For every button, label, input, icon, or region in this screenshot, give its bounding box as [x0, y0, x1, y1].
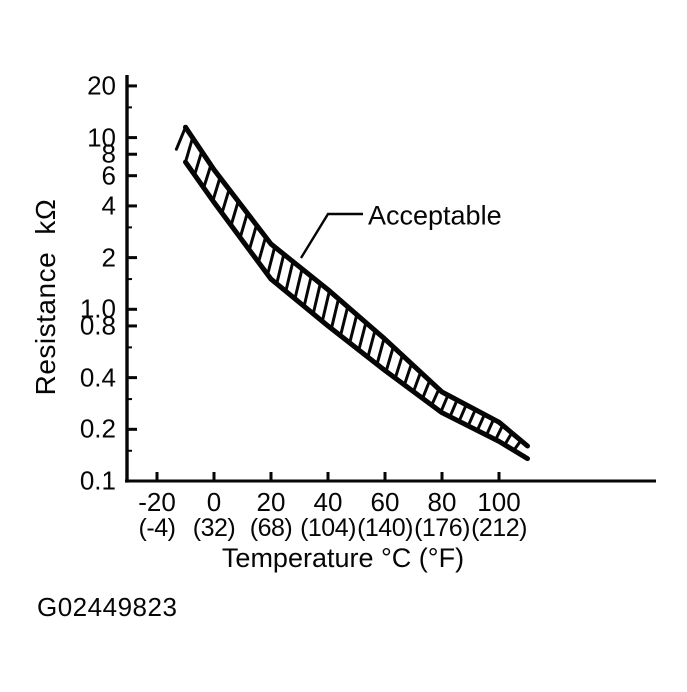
x-tick-label-celsius: -20 [138, 487, 176, 517]
x-tick-label-fahrenheit: (-4) [138, 514, 176, 542]
y-tick-label: 10 [87, 122, 116, 153]
x-tick-label-celsius: 0 [206, 487, 222, 517]
x-tick-label-celsius: 100 [477, 487, 521, 517]
y-axis-ticks [127, 84, 137, 483]
y-tick-label: 0.8 [79, 310, 116, 341]
x-axis-title: Temperature °C (°F) [221, 543, 465, 573]
y-tick-label: 8 [101, 138, 116, 169]
y-tick-label: 4 [101, 190, 116, 221]
y-tick-label: 1.0 [79, 293, 116, 324]
y-tick-label: 20 [87, 70, 116, 101]
y-axis-title: Resistance kΩ [30, 198, 61, 396]
y-tick-label: 2 [101, 242, 116, 273]
band-lower-curve [183, 159, 530, 462]
acceptable-band [183, 124, 530, 462]
band-hatching [174, 125, 523, 452]
annotation-leader-line [299, 212, 363, 259]
x-tick-label-fahrenheit: (104) [300, 514, 356, 542]
y-tick-label: 6 [101, 160, 116, 191]
y-tick-label: 0.1 [79, 465, 116, 496]
acceptable-annotation-label: Acceptable [368, 200, 502, 231]
x-tick-label-fahrenheit: (32) [192, 514, 236, 542]
y-tick-label: 0.2 [79, 413, 116, 444]
x-tick-label-celsius: 80 [427, 487, 457, 517]
x-tick-label-celsius: 40 [313, 487, 343, 517]
x-tick-label-fahrenheit: (68) [249, 514, 293, 542]
x-tick-label-celsius: 60 [370, 487, 400, 517]
x-tick-label-fahrenheit: (140) [357, 514, 413, 542]
x-axis-ticks [155, 472, 501, 481]
band-upper-curve [183, 124, 530, 449]
x-tick-label-fahrenheit: (176) [414, 514, 470, 542]
figure-code: G02449823 [37, 592, 178, 622]
y-tick-label: 0.4 [79, 362, 116, 393]
x-tick-label-fahrenheit: (212) [471, 514, 527, 542]
x-tick-label-celsius: 20 [256, 487, 286, 517]
